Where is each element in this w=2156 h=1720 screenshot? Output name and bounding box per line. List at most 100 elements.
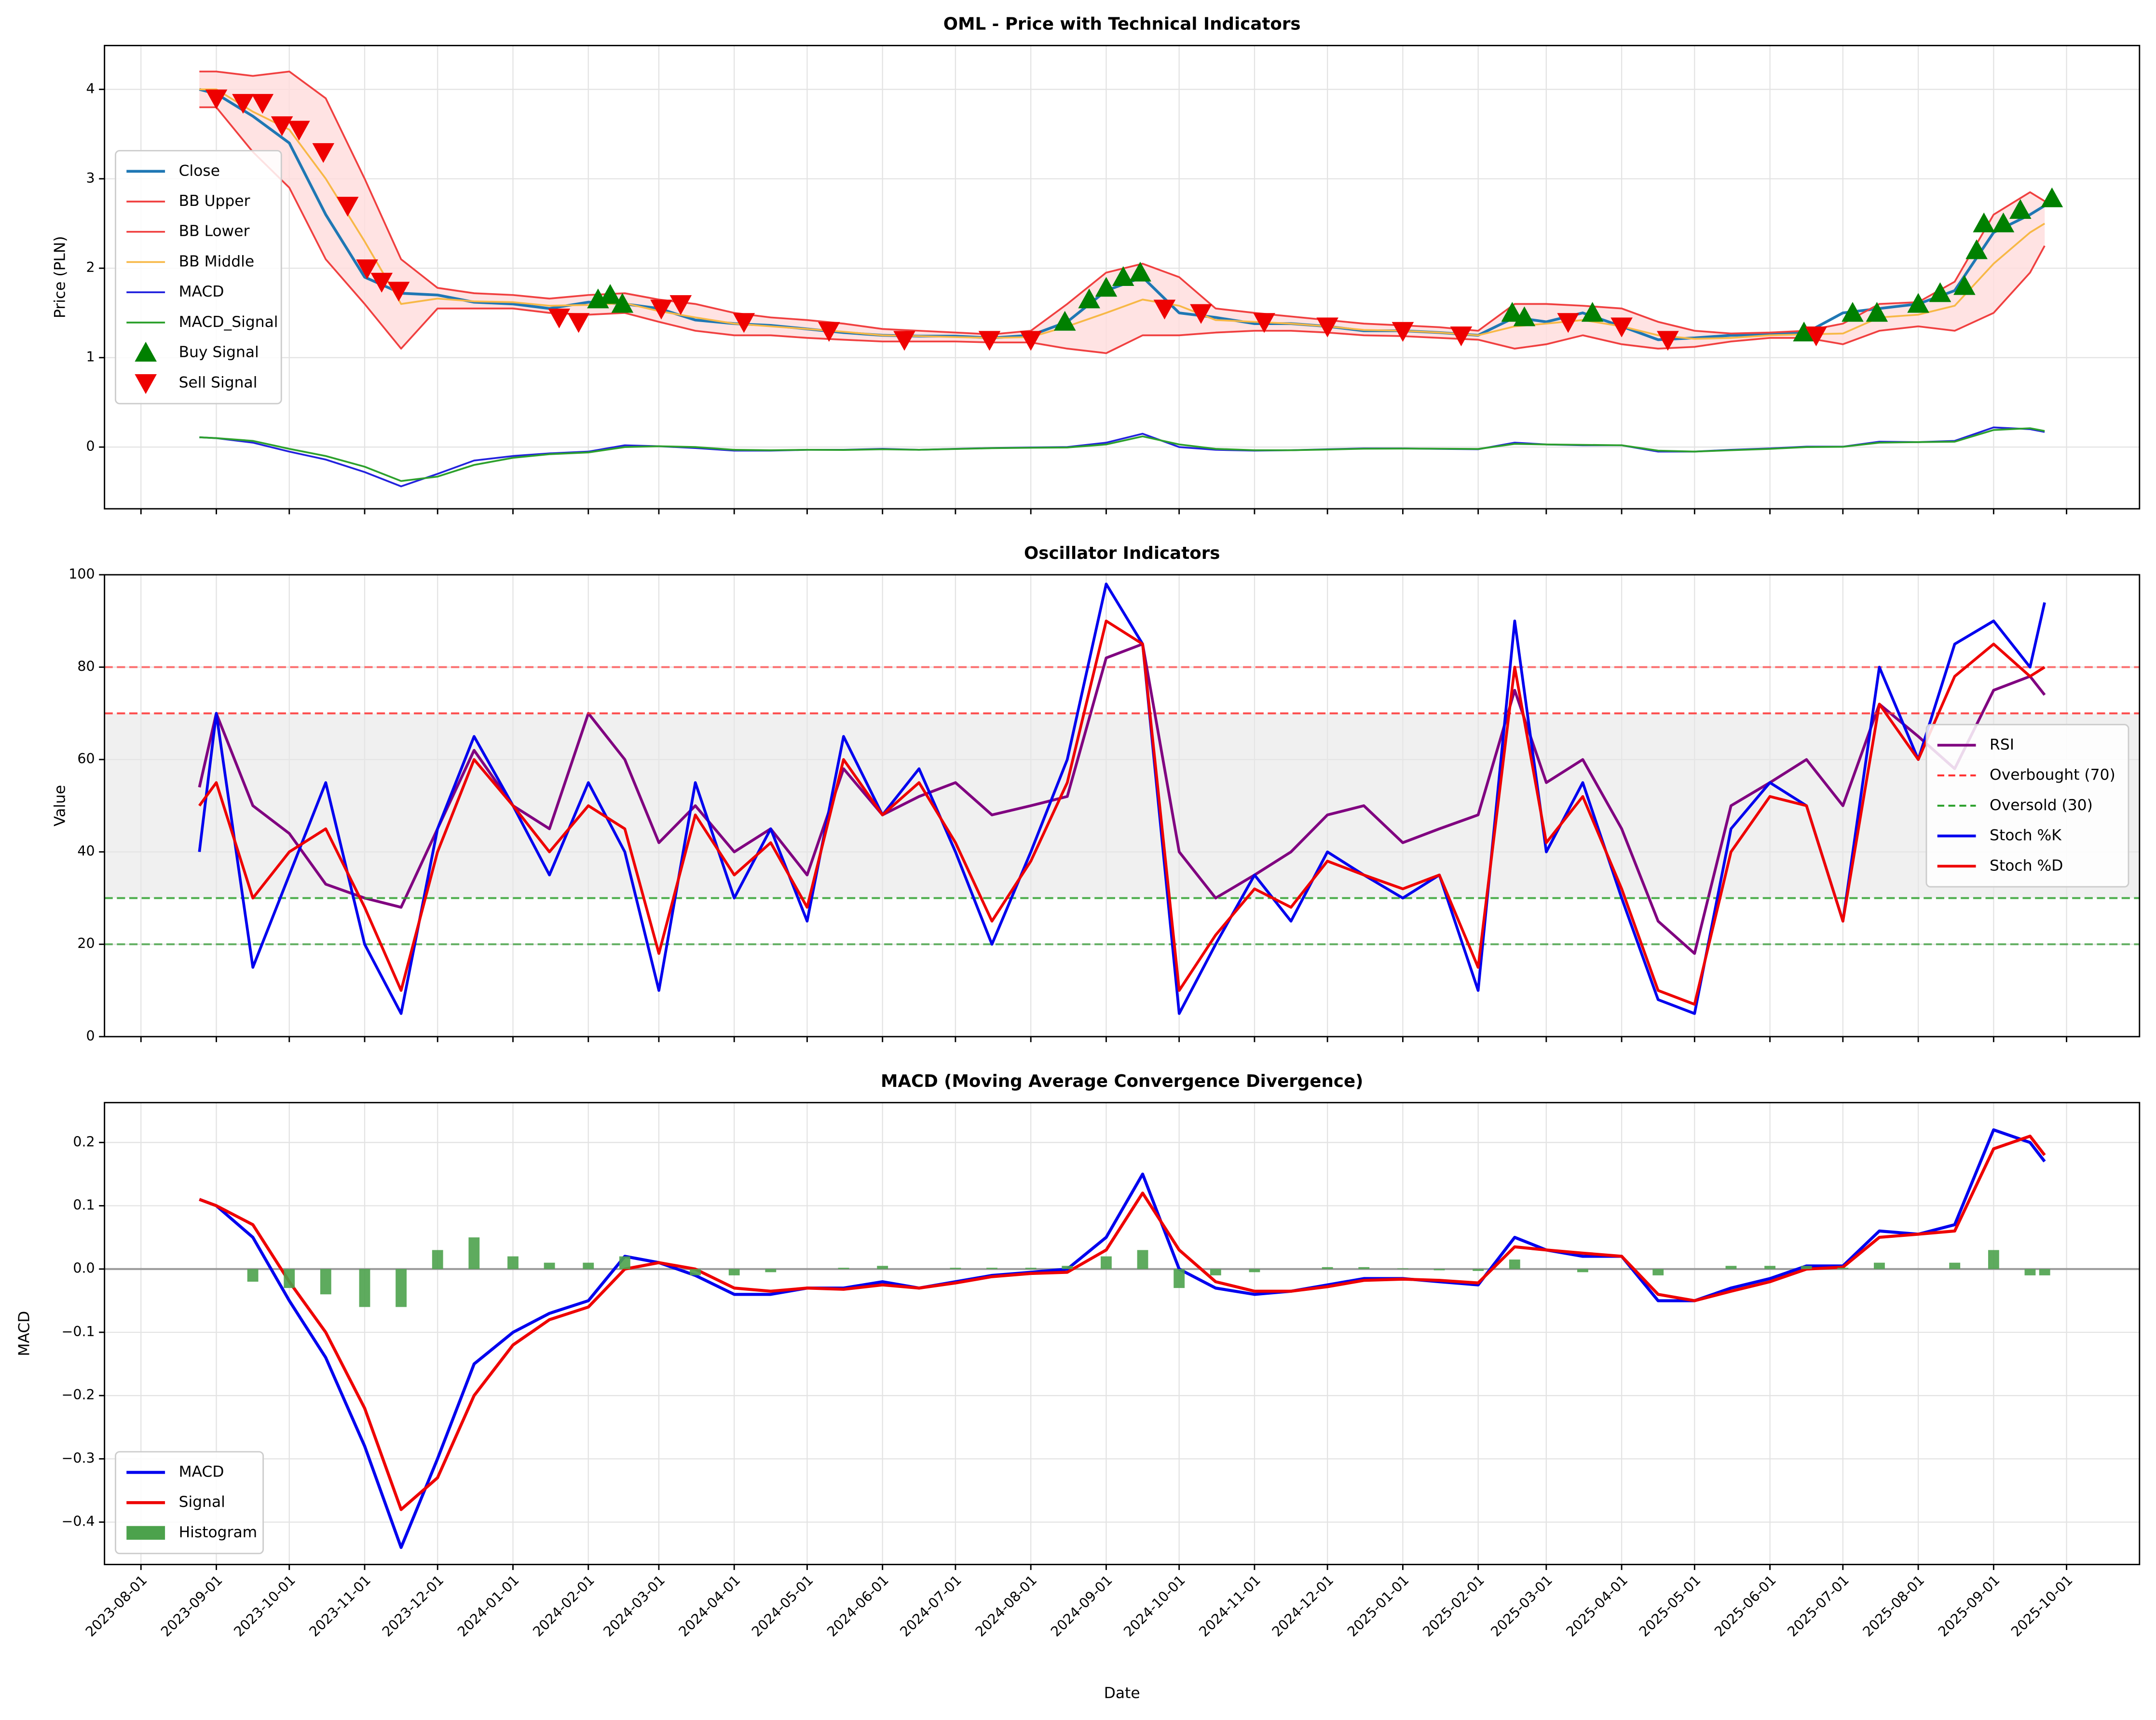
signal-marker (1053, 311, 1076, 331)
series-line (198, 642, 2046, 955)
signal-marker (1973, 212, 1995, 232)
signal-marker (1253, 313, 1275, 333)
y-axis-label: Price (PLN) (51, 236, 68, 318)
legend-label: BB Middle (179, 253, 255, 270)
signal-marker (370, 272, 393, 293)
y-tick-label: 40 (77, 843, 95, 859)
histogram-bar (1988, 1250, 1999, 1269)
histogram-bar (583, 1262, 594, 1269)
signal-marker (205, 89, 228, 109)
legend-label: Signal (179, 1493, 225, 1511)
signal-marker (1557, 313, 1580, 333)
y-tick-label: 100 (68, 566, 95, 582)
histogram-bar (1174, 1269, 1185, 1288)
y-tick-label: −0.1 (61, 1324, 95, 1340)
signal-marker (1610, 317, 1633, 338)
signal-marker (1129, 261, 1151, 282)
histogram-bar (1473, 1269, 1484, 1271)
histogram-bar (765, 1269, 777, 1273)
series-line (199, 1128, 2046, 1549)
histogram-bar (320, 1269, 331, 1295)
legend-label: Buy Signal (179, 344, 259, 361)
signal-marker (1581, 302, 1604, 322)
legend-label: MACD (179, 1463, 224, 1481)
histogram-bar (1837, 1268, 1849, 1269)
signal-marker (650, 299, 672, 320)
signal-marker (733, 313, 755, 333)
signal-marker (2041, 187, 2063, 207)
chart-title: OML - Price with Technical Indicators (943, 14, 1301, 34)
signal-marker (1842, 302, 1864, 322)
signal-marker (1793, 321, 1815, 342)
signal-marker (1965, 239, 1988, 259)
signal-marker (1392, 322, 1414, 342)
signal-marker (356, 259, 378, 280)
plot-frame (104, 574, 2141, 1038)
signal-marker (1513, 306, 1536, 326)
signal-marker (1953, 275, 1976, 295)
signal-marker (669, 295, 692, 315)
signal-marker (1866, 302, 1888, 322)
legend-label: Histogram (179, 1524, 258, 1541)
chart-title: MACD (Moving Average Convergence Diverge… (881, 1071, 1363, 1091)
y-axis-label: Value (51, 785, 68, 826)
y-tick-label: 4 (86, 81, 95, 96)
legend-swatch (126, 1526, 165, 1540)
histogram-bar (1210, 1269, 1221, 1275)
histogram-bar (1397, 1268, 1408, 1269)
legend-marker (135, 341, 157, 362)
histogram-bar (877, 1266, 888, 1269)
legend-label: MACD_Signal (179, 313, 278, 331)
signal-marker (1657, 331, 1679, 351)
plot-frame (104, 1102, 2141, 1565)
signal-marker (978, 331, 1001, 351)
histogram-bar (1101, 1256, 1112, 1269)
legend: Close BB Upper BB Lower BB Middle MACD MACD_S… (115, 150, 282, 405)
signal-marker (251, 94, 274, 114)
signal-marker (611, 293, 634, 313)
histogram-bar (1874, 1262, 1885, 1269)
signal-marker (1078, 288, 1100, 309)
x-axis-label: Date (1104, 1684, 1140, 1702)
y-tick-label: 20 (77, 935, 95, 951)
histogram-bar (1652, 1269, 1664, 1275)
signal-marker (1929, 282, 1951, 302)
legend-label: Overbought (70) (1990, 766, 2115, 784)
legend-label: Oversold (30) (1990, 797, 2093, 814)
histogram-bar (838, 1268, 849, 1269)
y-tick-label: 0 (86, 438, 95, 454)
series-line (198, 619, 2046, 1006)
legend-label: Stoch %D (1990, 857, 2063, 874)
signal-marker (893, 331, 915, 351)
histogram-bar (1249, 1269, 1260, 1273)
signal-marker (312, 143, 335, 163)
histogram-bar (2039, 1269, 2050, 1275)
legend-label: RSI (1990, 736, 2014, 753)
signal-marker (387, 282, 410, 302)
series-line (199, 106, 2046, 354)
signal-marker (1805, 326, 1828, 347)
histogram-bar (728, 1269, 740, 1275)
histogram-bar (284, 1269, 295, 1288)
histogram-bar (950, 1268, 961, 1269)
signal-marker (1316, 317, 1338, 338)
histogram-bar (1062, 1266, 1073, 1269)
signal-marker (599, 284, 621, 304)
signal-marker (2009, 199, 2032, 219)
histogram-bar (1358, 1267, 1370, 1269)
series-line (199, 1135, 2046, 1511)
chart-title: Oscillator Indicators (1024, 543, 1220, 563)
plot-frame (104, 44, 2141, 510)
signal-marker (1095, 277, 1118, 297)
signal-marker (1450, 326, 1473, 347)
histogram-bar (1025, 1268, 1037, 1269)
signal-marker (1153, 299, 1176, 320)
signal-marker (232, 94, 254, 114)
y-axis-label: MACD (15, 1311, 33, 1356)
y-tick-label: −0.4 (61, 1514, 95, 1530)
neutral-zone (104, 713, 2140, 898)
y-tick-label: 60 (77, 751, 95, 767)
histogram-bar (359, 1269, 370, 1307)
signal-marker (548, 308, 571, 329)
